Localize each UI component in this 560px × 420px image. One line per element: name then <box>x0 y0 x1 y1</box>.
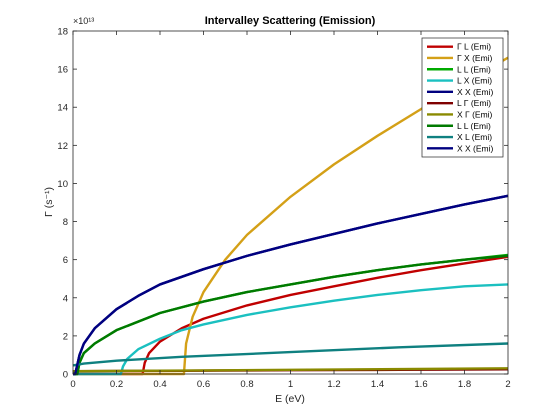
y-tick-label: 12 <box>57 141 68 152</box>
x-tick-label: 0.8 <box>240 379 253 390</box>
x-tick-label: 0.4 <box>153 379 166 390</box>
y-tick-label: 8 <box>63 217 68 228</box>
legend-entry-label: X Γ (Emi) <box>457 109 493 119</box>
y-tick-label: 6 <box>63 255 68 266</box>
x-tick-label: 1.2 <box>327 379 340 390</box>
y-tick-label: 4 <box>63 293 68 304</box>
x-tick-label: 1.6 <box>414 379 427 390</box>
x-tick-label: 0.6 <box>197 379 210 390</box>
legend-entry-label: L L (Emi) <box>457 121 491 131</box>
chart-title: Intervalley Scattering (Emission) <box>205 15 376 27</box>
y-axis-ticks: 0 2 4 6 8 10 12 14 16 18 <box>57 27 508 381</box>
series-layer <box>72 56 509 376</box>
legend-entry-label: L L (Emi) <box>457 64 491 74</box>
x-tick-label: 2 <box>505 379 510 390</box>
series-line-2 <box>73 56 509 376</box>
x-tick-label: 0 <box>70 379 75 390</box>
x-axis-title: E (eV) <box>275 393 305 405</box>
y-tick-label: 18 <box>57 27 68 38</box>
legend-entry-label: L Γ (Emi) <box>457 98 491 108</box>
legend: Γ L (Emi)Γ X (Emi)L L (Emi)L X (Emi)X X … <box>421 37 504 158</box>
series-line-10 <box>73 194 509 376</box>
legend-entry-label: Γ X (Emi) <box>457 53 493 63</box>
y-tick-label: 16 <box>57 65 68 76</box>
x-tick-label: 0.2 <box>110 379 123 390</box>
series-line-7 <box>72 367 509 373</box>
y-axis-exponent-label: ×10¹³ <box>73 16 94 26</box>
x-axis-ticks: 0 0.2 0.4 0.6 0.8 1 1.2 1.4 1.6 1.8 2 <box>70 31 511 390</box>
legend-entry-label: X L (Emi) <box>457 132 492 142</box>
legend-entry-label: L X (Emi) <box>457 76 492 86</box>
y-tick-label: 2 <box>63 331 68 342</box>
series-line-8 <box>73 254 509 376</box>
y-tick-label: 10 <box>57 179 68 190</box>
y-tick-label: 0 <box>63 370 68 381</box>
y-axis-title: Γ (s⁻¹) <box>43 187 55 217</box>
series-line-9 <box>72 342 509 367</box>
legend-entry-label: Γ L (Emi) <box>457 42 491 52</box>
legend-entry-label: X X (Emi) <box>457 87 494 97</box>
y-tick-label: 14 <box>57 103 68 114</box>
x-tick-label: 1.4 <box>371 379 384 390</box>
x-tick-label: 1.8 <box>458 379 471 390</box>
legend-entry-label: X X (Emi) <box>457 143 494 153</box>
x-tick-label: 1 <box>288 379 293 390</box>
